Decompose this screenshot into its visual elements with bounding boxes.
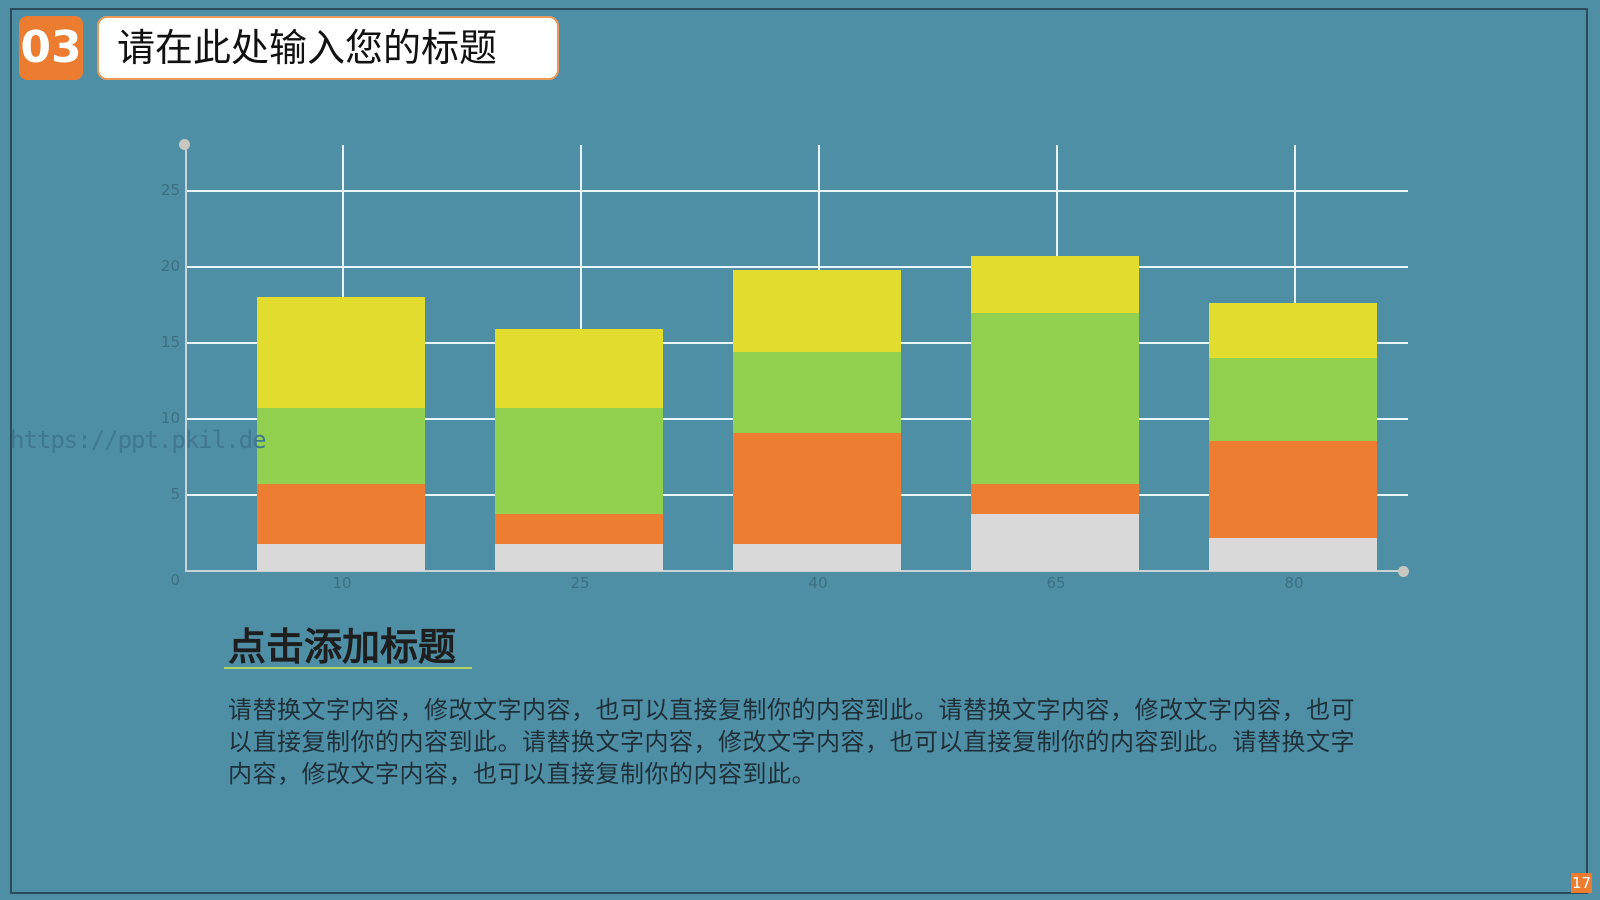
bar-segment-series-4[interactable] [1209,303,1377,359]
x-tick-label: 80 [1284,574,1304,592]
y-tick-label: 20 [160,257,180,275]
bar-segment-series-1[interactable] [257,543,425,571]
bar-segment-series-1[interactable] [733,543,901,571]
y-axis [185,145,187,572]
section-number-badge: 03 [19,16,83,80]
y-axis-end-dot [179,139,190,150]
slide-frame [10,8,1588,894]
bar-segment-series-2[interactable] [495,514,663,544]
bar-stack-80[interactable] [1209,0,1377,600]
bar-segment-series-1[interactable] [495,543,663,571]
page-number: 17 [1571,873,1592,893]
bar-segment-series-1[interactable] [1209,537,1377,571]
bar-segment-series-2[interactable] [733,432,901,544]
slide-title[interactable]: 请在此处输入您的标题 [97,16,559,80]
y-tick-label: 25 [160,181,180,199]
bar-segment-series-3[interactable] [733,352,901,433]
bar-stack-40[interactable] [733,0,901,600]
bar-segment-series-4[interactable] [733,270,901,353]
section-body-text[interactable]: 请替换文字内容，修改文字内容，也可以直接复制你的内容到此。请替换文字内容，修改文… [228,696,1355,788]
bar-stack-10[interactable] [257,0,425,600]
section-title[interactable]: 点击添加标题 [228,625,457,669]
y-tick-label: 10 [160,409,180,427]
bar-segment-series-3[interactable] [495,408,663,514]
gridline-horizontal [186,266,1408,268]
bar-segment-series-4[interactable] [257,297,425,409]
y-tick-label: 5 [170,485,180,503]
stacked-bar-chart: 0 5 10 15 20 25 10 25 40 65 80 [160,0,1409,600]
x-tick-label: 40 [808,574,828,592]
bar-segment-series-2[interactable] [971,484,1139,514]
bar-segment-series-3[interactable] [257,408,425,485]
x-tick-label: 65 [1046,574,1066,592]
bar-segment-series-2[interactable] [1209,441,1377,538]
watermark-text: https://ppt.pkil.de [10,426,267,454]
y-tick-label: 0 [170,571,180,589]
bar-segment-series-3[interactable] [971,312,1139,485]
y-tick-label: 15 [160,333,180,351]
bar-segment-series-4[interactable] [495,329,663,409]
x-axis-end-dot [1398,566,1409,577]
bar-stack-65[interactable] [971,0,1139,600]
bar-segment-series-4[interactable] [971,256,1139,313]
bar-segment-series-2[interactable] [257,484,425,544]
section-title-underline [224,667,472,669]
x-tick-label: 25 [570,574,590,592]
gridline-horizontal [186,190,1408,192]
bar-stack-25[interactable] [495,0,663,600]
x-tick-label: 10 [332,574,352,592]
bar-segment-series-3[interactable] [1209,358,1377,442]
x-axis [185,570,1405,572]
bar-segment-series-1[interactable] [971,514,1139,571]
